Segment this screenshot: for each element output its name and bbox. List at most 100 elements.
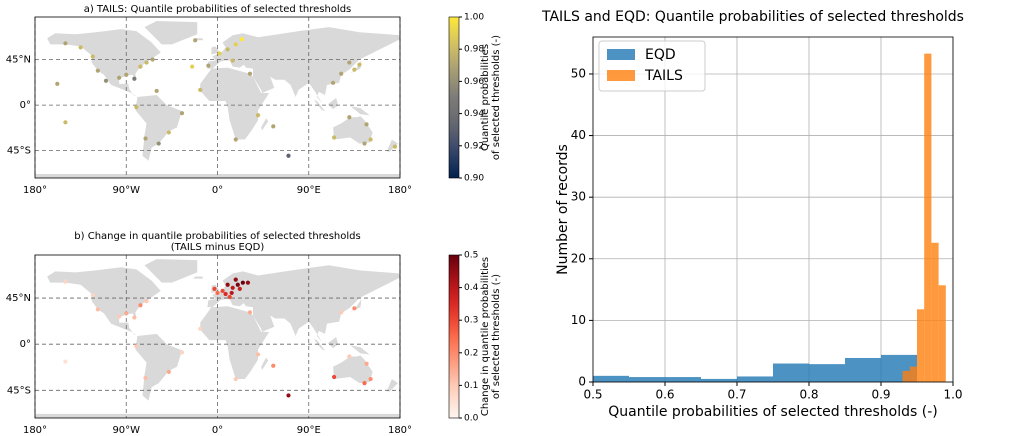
point — [239, 37, 244, 42]
point — [227, 294, 232, 300]
point — [90, 292, 95, 298]
point — [134, 344, 139, 349]
colorbar-label: of selected thresholds (-) — [491, 274, 502, 399]
point — [230, 285, 235, 290]
point — [339, 71, 344, 76]
bar — [593, 375, 629, 382]
x-tick-label: 90°E — [297, 425, 321, 436]
point — [352, 67, 357, 72]
x-tick-label: 90°W — [112, 425, 140, 436]
point — [166, 130, 171, 135]
x-tick-label: 0.8 — [799, 388, 818, 402]
point — [212, 286, 217, 291]
x-tick-label: 90°E — [297, 185, 321, 196]
point — [362, 381, 367, 386]
point — [63, 41, 68, 46]
point — [233, 376, 238, 382]
point — [233, 277, 238, 282]
point — [166, 369, 171, 374]
point — [198, 87, 203, 93]
colorbar-tick-label: 0.98 — [464, 45, 484, 55]
point — [132, 315, 137, 320]
x-axis-label: Quantile probabilities of selected thres… — [608, 404, 937, 420]
y-tick-label: 0° — [20, 100, 31, 111]
y-tick-label: 0° — [20, 339, 31, 350]
map-frame — [34, 16, 401, 179]
point — [271, 363, 276, 368]
point — [347, 115, 352, 120]
point — [179, 111, 185, 116]
point — [330, 80, 336, 85]
point — [245, 280, 251, 285]
point — [95, 307, 100, 312]
point — [368, 376, 373, 382]
legend-swatch — [607, 49, 635, 60]
y-tick-label: 45°S — [7, 146, 31, 157]
colorbar — [448, 254, 460, 419]
x-tick-label: 0.7 — [727, 388, 746, 402]
point — [225, 47, 230, 52]
bar — [665, 377, 701, 382]
point — [156, 141, 161, 146]
legend-label: TAILS — [644, 68, 683, 84]
point — [352, 306, 357, 311]
point — [134, 105, 139, 110]
colorbar — [448, 16, 460, 179]
x-tick-label: 0.6 — [655, 388, 674, 402]
x-tick-label: 0.5 — [583, 388, 602, 402]
point — [230, 58, 235, 63]
point — [179, 350, 185, 355]
x-tick-label: 0° — [212, 425, 223, 436]
point — [132, 76, 137, 81]
point — [357, 62, 362, 67]
x-tick-label: 180° — [23, 425, 47, 436]
point — [193, 38, 198, 43]
point — [362, 141, 367, 146]
colorbar-tick-label: 0.90 — [464, 174, 484, 184]
colorbar-tick-label: 0.0 — [464, 414, 479, 424]
bar — [924, 53, 932, 382]
x-tick-label: 180° — [388, 425, 412, 436]
y-tick-label: 45°S — [7, 385, 31, 396]
colorbar-tick-label: 0.96 — [464, 77, 484, 87]
colorbar-label: of selected thresholds (-) — [491, 35, 502, 160]
point — [271, 124, 276, 129]
colorbar-tick-label: 0.3 — [464, 316, 478, 326]
x-tick-label: 180° — [23, 185, 47, 196]
y-tick-label: 45°N — [6, 293, 31, 304]
plot-frame — [592, 36, 954, 383]
bar — [701, 378, 737, 382]
map-frame — [34, 254, 401, 419]
colorbar-tick-label: 0.5 — [464, 251, 478, 261]
point — [364, 361, 369, 366]
x-tick-label: 180° — [388, 185, 412, 196]
point — [237, 286, 242, 291]
point — [215, 290, 220, 296]
point — [347, 354, 352, 359]
point — [339, 310, 344, 315]
bar — [909, 366, 917, 382]
y-tick-label: 30 — [571, 190, 586, 204]
point — [198, 326, 203, 331]
point — [138, 303, 143, 308]
point — [124, 311, 129, 316]
point — [144, 60, 149, 65]
y-tick-label: 20 — [571, 251, 586, 265]
colorbar-tick-label: 0.2 — [464, 348, 478, 358]
x-tick-label: 0.9 — [871, 388, 890, 402]
bar — [737, 376, 773, 382]
map-subtitle: (TAILS minus EQD) — [171, 242, 265, 253]
point — [90, 54, 95, 59]
point — [229, 290, 234, 296]
point — [143, 375, 148, 381]
y-tick-label: 40 — [571, 128, 586, 142]
point — [138, 64, 143, 69]
point — [124, 72, 129, 77]
point — [217, 51, 222, 56]
colorbar-label: Change in quantile probabilities — [480, 257, 491, 416]
point — [223, 291, 228, 297]
point — [240, 280, 245, 285]
point — [63, 279, 68, 284]
point — [95, 68, 100, 73]
y-tick-label: 50 — [571, 66, 586, 80]
